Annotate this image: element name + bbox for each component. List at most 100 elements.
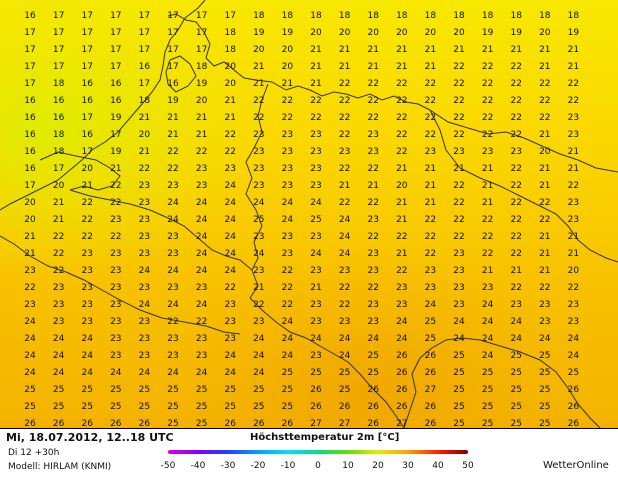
temperature-value: 23	[110, 283, 121, 293]
temperature-value: 26	[425, 419, 437, 428]
temperature-value: 22	[24, 283, 35, 293]
temperature-value: 23	[196, 181, 207, 191]
temperature-value: 21	[310, 79, 321, 89]
temperature-value: 18	[425, 11, 437, 21]
temperature-value: 21	[482, 266, 493, 276]
temperature-value: 18	[139, 96, 151, 106]
region-line	[429, 109, 618, 173]
temperature-value: 16	[24, 147, 36, 157]
temperature-value: 16	[24, 130, 36, 140]
temperature-value: 23	[139, 215, 150, 225]
temperature-value: 21	[396, 249, 407, 259]
temperature-value: 18	[367, 11, 379, 21]
temperature-value: 21	[453, 45, 464, 55]
temperature-value: 24	[139, 300, 151, 310]
temperature-value: 19	[510, 28, 522, 38]
temperature-value: 24	[339, 334, 351, 344]
temperature-value: 17	[167, 45, 178, 55]
temperature-value: 24	[396, 334, 408, 344]
temperature-value: 20	[453, 28, 465, 38]
forecast-date: Mi, 18.07.2012, 12..18 UTC	[6, 431, 174, 444]
temperature-value: 21	[24, 232, 35, 242]
temperature-value: 24	[510, 317, 522, 327]
temperature-value: 22	[196, 317, 207, 327]
temperature-value: 23	[167, 232, 178, 242]
temperature-value: 22	[167, 317, 178, 327]
temperature-value: 22	[510, 283, 521, 293]
temperature-value: 24	[310, 334, 322, 344]
temperature-value: 23	[253, 181, 264, 191]
temperature-value: 17	[81, 62, 92, 72]
temperature-value: 22	[110, 181, 121, 191]
temperature-value: 24	[282, 334, 294, 344]
temperature-value: 25	[539, 351, 550, 361]
temperature-value: 22	[510, 198, 521, 208]
temperature-value: 17	[24, 181, 35, 191]
temperature-value: 24	[110, 368, 122, 378]
scale-tick-label: 10	[342, 461, 354, 471]
temperature-value: 21	[396, 62, 407, 72]
temperature-value: 18	[224, 28, 236, 38]
temperature-value: 21	[396, 198, 407, 208]
border-de-lu-fr	[249, 297, 405, 428]
temperature-value: 25	[24, 385, 35, 395]
temperature-value: 19	[282, 28, 294, 38]
temperature-value: 18	[224, 45, 236, 55]
temperature-value: 26	[310, 402, 322, 412]
temperature-value: 23	[224, 300, 235, 310]
temperature-value: 23	[24, 266, 35, 276]
temperature-value: 24	[167, 198, 179, 208]
temperature-value: 21	[539, 181, 550, 191]
temperature-value: 18	[53, 79, 65, 89]
temperature-value: 21	[425, 62, 436, 72]
temperature-value: 22	[282, 113, 293, 123]
temperature-value: 26	[81, 419, 93, 428]
temperature-map: 16 17 17 17 17 17 17 17 18 18 18 18 18 18 18 18 18 18 18 18…	[0, 0, 618, 429]
temperature-value: 20	[224, 79, 236, 89]
temperature-value: 26	[339, 402, 351, 412]
temperature-value: 21	[539, 62, 550, 72]
temperature-value: 24	[339, 351, 351, 361]
temperature-value: 23	[510, 147, 521, 157]
temperature-value: 24	[339, 232, 351, 242]
temperature-value: 22	[482, 113, 493, 123]
temperature-value: 26	[568, 419, 580, 428]
temperature-value: 21	[339, 45, 350, 55]
temperature-value: 22	[482, 249, 493, 259]
temperature-value: 21	[339, 62, 350, 72]
temperature-value: 22	[139, 164, 150, 174]
ijsselmeer	[165, 55, 197, 93]
temperature-value: 17	[224, 11, 235, 21]
temperature-value: 24	[53, 334, 65, 344]
temperature-value: 21	[568, 232, 579, 242]
temperature-value: 25	[224, 402, 235, 412]
border-de-east	[429, 109, 618, 263]
temperature-value: 25	[282, 368, 293, 378]
temperature-value: 22	[453, 96, 464, 106]
temperature-value: 17	[110, 28, 121, 38]
temperature-value: 17	[110, 62, 121, 72]
temperature-value: 16	[81, 96, 93, 106]
temperature-value: 22	[453, 79, 464, 89]
temperature-value: 20	[539, 147, 551, 157]
temperature-value: 22	[110, 232, 121, 242]
temperature-value: 17	[110, 11, 121, 21]
temperature-value: 20	[367, 28, 379, 38]
temperature-value: 23	[539, 317, 550, 327]
temperature-value: 23	[110, 249, 121, 259]
temperature-value: 22	[482, 232, 493, 242]
temperature-value: 24	[310, 249, 322, 259]
temperature-value: 26	[24, 419, 36, 428]
temperature-value: 24	[224, 232, 236, 242]
temperature-value: 23	[253, 232, 264, 242]
temperature-value: 24	[282, 351, 294, 361]
temperature-value: 24	[253, 368, 265, 378]
temperature-value: 16	[81, 130, 93, 140]
temperature-value: 22	[482, 96, 493, 106]
temperature-value: 26	[396, 351, 408, 361]
temperature-value: 22	[453, 215, 464, 225]
temperature-value: 21	[396, 45, 407, 55]
temperature-value: 23	[396, 300, 407, 310]
temperature-value: 24	[253, 351, 265, 361]
temperature-value: 24	[339, 215, 351, 225]
